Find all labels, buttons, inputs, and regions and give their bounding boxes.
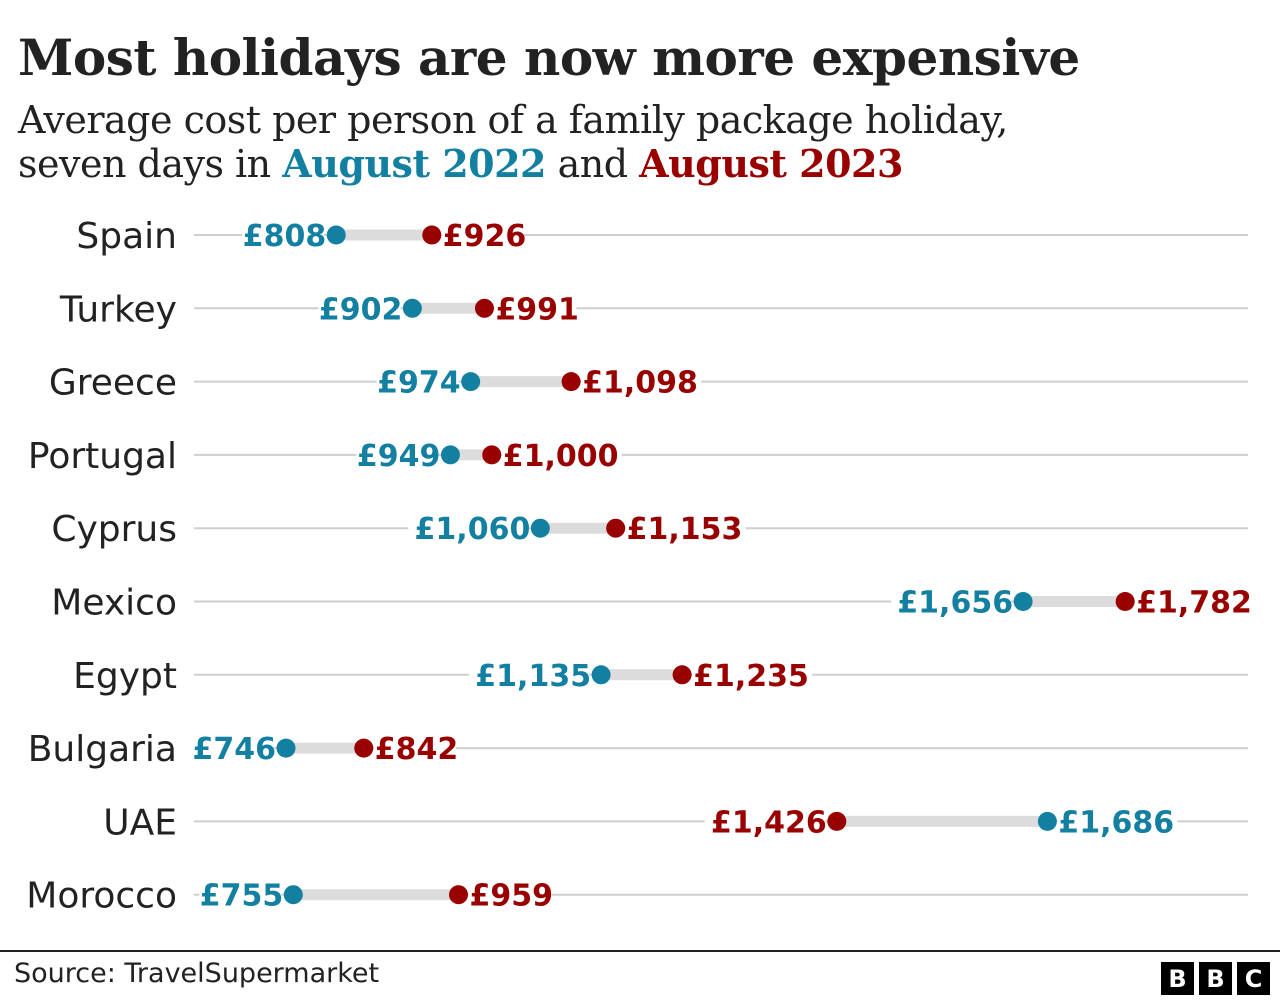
category-label: Spain (76, 216, 177, 257)
value-label: £926 (443, 219, 527, 254)
value-label: £1,235 (693, 659, 809, 694)
label-background (318, 290, 401, 327)
category-label: Morocco (26, 876, 177, 917)
logo-letter: C (1237, 962, 1270, 995)
category-label: UAE (103, 802, 177, 843)
label-background (494, 290, 577, 327)
subtitle-line1: Average cost per person of a family pack… (18, 98, 1008, 142)
bbc-logo: B B C (1161, 962, 1270, 995)
logo-letter: B (1199, 962, 1232, 995)
subtitle-and: and (557, 142, 628, 186)
label-background (199, 876, 282, 913)
value-label: £1,098 (582, 366, 698, 401)
value-label: £1,686 (1058, 805, 1174, 840)
value-label: £1,426 (711, 805, 827, 840)
dot-2023 (354, 738, 374, 758)
legend-2022: August 2022 (282, 141, 546, 186)
value-label: £902 (319, 292, 403, 327)
value-label: £1,000 (503, 439, 619, 474)
label-background (704, 803, 825, 840)
value-label: £746 (193, 732, 277, 767)
dot-2022 (440, 445, 460, 465)
label-background (192, 730, 274, 767)
label-background (376, 363, 459, 400)
dot-2022 (402, 298, 422, 318)
category-label: Bulgaria (28, 729, 177, 770)
dot-2022 (530, 518, 550, 538)
value-label: £808 (243, 219, 327, 254)
label-background (581, 363, 702, 400)
label-background (891, 583, 1012, 620)
dot-2023 (422, 225, 442, 245)
chart-title: Most holidays are now more expensive (18, 28, 1080, 87)
label-background (441, 217, 524, 253)
label-background (242, 217, 325, 253)
label-background (625, 510, 746, 547)
dot-2022 (461, 372, 481, 392)
label-background (373, 730, 456, 767)
chart-subtitle: Average cost per person of a family pack… (18, 98, 1008, 186)
dot-2022 (283, 885, 303, 905)
label-background (501, 436, 622, 473)
value-label: £949 (357, 439, 441, 474)
category-label: Greece (49, 363, 177, 404)
value-label: £842 (375, 732, 459, 767)
label-background (1057, 803, 1178, 840)
subtitle-line2: seven days in (18, 142, 271, 186)
label-background (1135, 583, 1256, 620)
value-label: £959 (470, 879, 554, 914)
source-note: Source: TravelSupermarket (14, 958, 380, 989)
value-label: £1,782 (1136, 586, 1252, 621)
value-label: £755 (200, 879, 284, 914)
value-label: £974 (377, 366, 461, 401)
value-label: £1,153 (627, 512, 743, 547)
dot-2023 (1115, 592, 1135, 611)
label-background (469, 656, 590, 693)
legend-2023: August 2023 (639, 141, 903, 186)
category-label: Mexico (51, 583, 177, 624)
value-label: £1,060 (415, 512, 531, 547)
dot-2022 (276, 738, 296, 758)
dot-2023 (482, 445, 502, 465)
dot-2022 (1037, 811, 1057, 831)
label-background (356, 436, 439, 473)
category-label: Egypt (73, 656, 177, 697)
dot-2023 (561, 372, 581, 392)
value-label: £1,656 (897, 586, 1013, 621)
dot-2022 (1013, 592, 1033, 611)
dot-2022 (326, 225, 346, 245)
label-background (468, 876, 551, 913)
dot-2023 (672, 665, 692, 685)
logo-letter: B (1161, 962, 1194, 995)
label-background (692, 656, 813, 693)
category-label: Cyprus (51, 509, 177, 550)
dot-2023 (827, 811, 847, 831)
footer-divider (0, 950, 1280, 952)
category-label: Turkey (59, 289, 177, 330)
dot-2023 (606, 518, 626, 538)
label-background (408, 510, 529, 547)
value-label: £991 (495, 292, 579, 327)
dot-2022 (591, 665, 611, 685)
value-label: £1,135 (475, 659, 591, 694)
category-label: Portugal (28, 436, 177, 477)
dot-2023 (474, 298, 494, 318)
dot-2023 (449, 885, 469, 905)
